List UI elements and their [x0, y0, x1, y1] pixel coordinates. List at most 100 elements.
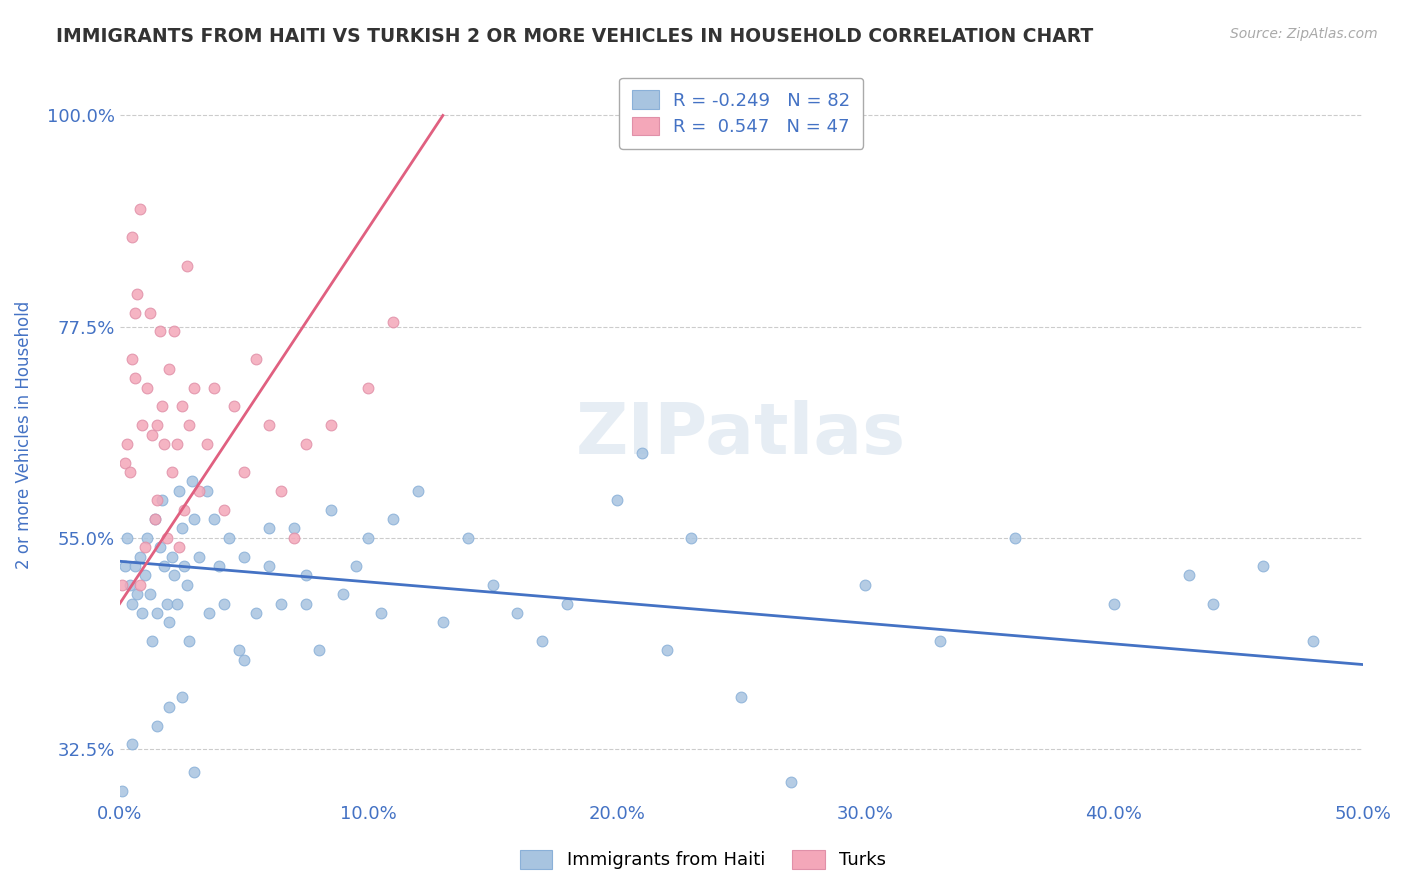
Point [179, 418, 201, 433]
Point [115, 437, 138, 451]
Point [432, 615, 454, 630]
Point [245, 606, 267, 620]
Point [295, 437, 318, 451]
Point [630, 446, 652, 460]
Text: Source: ZipAtlas.com: Source: ZipAtlas.com [1230, 27, 1378, 41]
Point [233, 549, 256, 564]
Point [141, 427, 163, 442]
Point [160, 549, 183, 564]
Point [148, 324, 170, 338]
Point [202, 512, 225, 526]
Legend: R = -0.249   N = 82, R =  0.547   N = 47: R = -0.249 N = 82, R = 0.547 N = 47 [619, 78, 863, 149]
Text: ZIPatlas: ZIPatlas [576, 401, 907, 469]
Point [804, 831, 827, 846]
Point [160, 465, 183, 479]
Point [295, 597, 318, 611]
Point [118, 465, 141, 479]
Point [212, 502, 235, 516]
Point [146, 418, 169, 433]
Point [257, 418, 280, 433]
Point [208, 558, 231, 573]
Point [146, 493, 169, 508]
Point [153, 437, 176, 451]
Point [283, 521, 305, 535]
Point [183, 512, 205, 526]
Point [506, 606, 529, 620]
Point [170, 690, 193, 705]
Point [111, 578, 134, 592]
Point [127, 587, 149, 601]
Point [128, 578, 150, 592]
Point [124, 305, 146, 319]
Point [166, 437, 188, 451]
Point [180, 475, 202, 489]
Point [382, 512, 405, 526]
Point [655, 643, 678, 657]
Point [855, 578, 877, 592]
Point [319, 502, 342, 516]
Point [332, 587, 354, 601]
Point [295, 568, 318, 582]
Point [457, 531, 479, 545]
Point [170, 521, 193, 535]
Point [195, 483, 218, 498]
Point [406, 483, 429, 498]
Point [188, 483, 211, 498]
Point [1004, 531, 1026, 545]
Point [202, 381, 225, 395]
Point [344, 558, 367, 573]
Point [141, 634, 163, 648]
Point [136, 531, 159, 545]
Point [195, 437, 218, 451]
Point [929, 634, 952, 648]
Point [779, 775, 801, 789]
Point [163, 324, 186, 338]
Y-axis label: 2 or more Vehicles in Household: 2 or more Vehicles in Household [15, 301, 32, 569]
Point [159, 699, 181, 714]
Point [156, 597, 179, 611]
Legend: Immigrants from Haiti, Turks: Immigrants from Haiti, Turks [510, 841, 896, 879]
Point [138, 587, 160, 601]
Point [212, 597, 235, 611]
Point [283, 531, 305, 545]
Point [159, 362, 181, 376]
Point [153, 558, 176, 573]
Point [319, 418, 342, 433]
Point [233, 653, 256, 667]
Point [1302, 634, 1324, 648]
Point [198, 606, 221, 620]
Point [531, 634, 554, 648]
Point [143, 512, 166, 526]
Point [131, 606, 153, 620]
Point [357, 813, 380, 827]
Point [257, 521, 280, 535]
Point [245, 352, 267, 367]
Point [681, 531, 703, 545]
Point [188, 549, 211, 564]
Point [481, 578, 503, 592]
Point [114, 456, 136, 470]
Point [308, 643, 330, 657]
Point [270, 483, 292, 498]
Point [179, 634, 201, 648]
Point [136, 381, 159, 395]
Text: IMMIGRANTS FROM HAITI VS TURKISH 2 OR MORE VEHICLES IN HOUSEHOLD CORRELATION CHA: IMMIGRANTS FROM HAITI VS TURKISH 2 OR MO… [56, 27, 1094, 45]
Point [131, 418, 153, 433]
Point [176, 259, 198, 273]
Point [170, 400, 193, 414]
Point [159, 615, 181, 630]
Point [730, 690, 752, 705]
Point [555, 597, 578, 611]
Point [121, 230, 143, 244]
Point [150, 400, 173, 414]
Point [233, 465, 256, 479]
Point [166, 597, 188, 611]
Point [218, 531, 240, 545]
Point [257, 558, 280, 573]
Point [222, 400, 245, 414]
Point [121, 737, 143, 751]
Point [127, 286, 149, 301]
Point [357, 531, 380, 545]
Point [134, 540, 156, 554]
Point [150, 493, 173, 508]
